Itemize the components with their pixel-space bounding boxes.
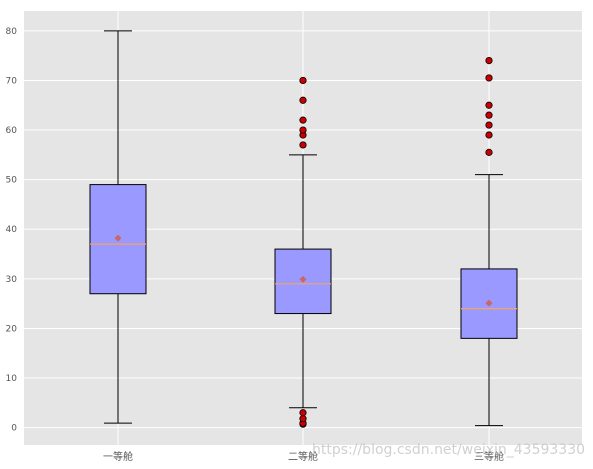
y-tick-label: 30 [6,275,18,285]
y-tick-label: 80 [6,27,18,37]
outlier-point [485,101,493,109]
outlier-point [299,96,307,104]
outlier-point [299,116,307,124]
y-tick-label: 60 [6,126,18,136]
x-tick-label: 三等舱 [474,450,504,463]
box-2 [274,76,332,428]
y-tick-label: 20 [6,324,18,334]
x-tick-label: 一等舱 [103,450,133,463]
y-tick-label: 10 [6,374,18,384]
outlier-point [485,131,493,139]
outlier-point [299,415,307,423]
outlier-point [485,111,493,119]
y-tick-label: 50 [6,176,18,186]
outlier-point [299,409,307,417]
box-group [89,30,518,428]
x-axis-ticks: 一等舱 二等舱 三等舱 [103,450,504,463]
mean-marker [299,275,307,283]
box-3 [460,56,518,427]
outlier-point [299,141,307,149]
y-tick-label: 70 [6,76,18,86]
outlier-point [485,148,493,156]
outlier-point [485,121,493,129]
outlier-point [485,74,493,82]
x-tick-label: 二等舱 [288,450,318,463]
y-tick-label: 0 [11,424,17,434]
mean-marker [485,299,493,307]
outlier-point [299,126,307,134]
mean-marker [114,234,122,242]
outlier-point [485,56,493,65]
box-1 [89,30,147,424]
outlier-point [299,76,307,85]
y-tick-label: 40 [6,225,18,235]
y-axis-ticks: 0 10 20 30 40 50 60 70 80 [6,27,18,434]
